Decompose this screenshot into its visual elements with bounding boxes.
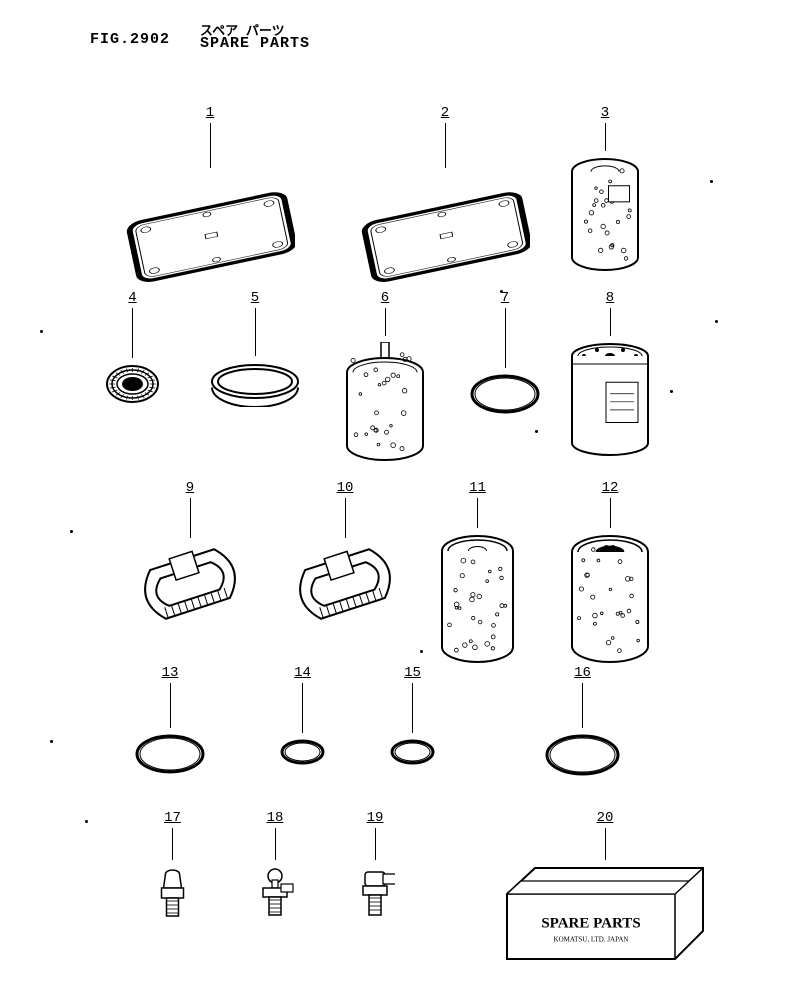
speck [70,530,73,533]
part-drawing [125,174,295,284]
svg-text:SPARE PARTS: SPARE PARTS [541,916,640,932]
speck [710,180,713,183]
part-number: 5 [210,290,300,306]
part-10: 10 [285,480,405,624]
speck [715,320,718,323]
part-3: 3 [570,105,640,272]
speck [500,290,503,293]
part-4: 4 [105,290,160,404]
part-13: 13 [135,665,205,774]
part-drawing [255,866,295,921]
part-number: 3 [570,105,640,121]
part-19: 19 [355,810,395,921]
speck [85,820,88,823]
part-16: 16 [545,665,620,776]
part-number: 6 [345,290,425,306]
part-drawing [155,866,190,921]
svg-text:KOMATSU, LTD. JAPAN: KOMATSU, LTD. JAPAN [554,936,629,944]
part-drawing [545,734,620,776]
part-number: 8 [570,290,650,306]
speck [670,390,673,393]
speck [420,650,423,653]
part-number: 11 [440,480,515,496]
part-number: 12 [570,480,650,496]
part-drawing [105,364,160,404]
part-number: 1 [125,105,295,121]
part-number: 17 [155,810,190,826]
part-drawing [355,866,395,921]
part-number: 10 [285,480,405,496]
part-drawing [470,374,540,414]
part-1: 1 [125,105,295,284]
part-drawing [285,544,405,624]
part-number: 2 [360,105,530,121]
part-drawing [345,342,425,462]
part-7: 7 [470,290,540,414]
part-15: 15 [390,665,435,765]
part-number: 7 [470,290,540,306]
part-number: 4 [105,290,160,306]
speck [535,430,538,433]
part-drawing [135,734,205,774]
figure-code: FIG.2902 [90,31,170,48]
part-6: 6 [345,290,425,462]
part-number: 16 [545,665,620,681]
part-number: 18 [255,810,295,826]
part-drawing [130,544,250,624]
part-2: 2 [360,105,530,284]
part-number: 19 [355,810,395,826]
part-drawing [570,342,650,457]
part-number: 9 [130,480,250,496]
part-8: 8 [570,290,650,457]
part-12: 12 [570,480,650,664]
part-9: 9 [130,480,250,624]
title-en: SPARE PARTS [200,35,310,52]
part-drawing: SPARE PARTS KOMATSU, LTD. JAPAN [505,866,705,961]
part-drawing [210,362,300,407]
part-number: 15 [390,665,435,681]
part-number: 20 [505,810,705,826]
part-drawing [440,534,515,664]
part-drawing [570,534,650,664]
part-drawing [360,174,530,284]
part-14: 14 [280,665,325,765]
part-20: 20 SPARE PARTS KOMATSU, LTD. JAPAN [505,810,705,961]
part-number: 14 [280,665,325,681]
part-11: 11 [440,480,515,664]
part-drawing [280,739,325,765]
speck [40,330,43,333]
part-drawing [570,157,640,272]
part-5: 5 [210,290,300,407]
speck [50,740,53,743]
part-number: 13 [135,665,205,681]
part-18: 18 [255,810,295,921]
part-drawing [390,739,435,765]
part-17: 17 [155,810,190,921]
